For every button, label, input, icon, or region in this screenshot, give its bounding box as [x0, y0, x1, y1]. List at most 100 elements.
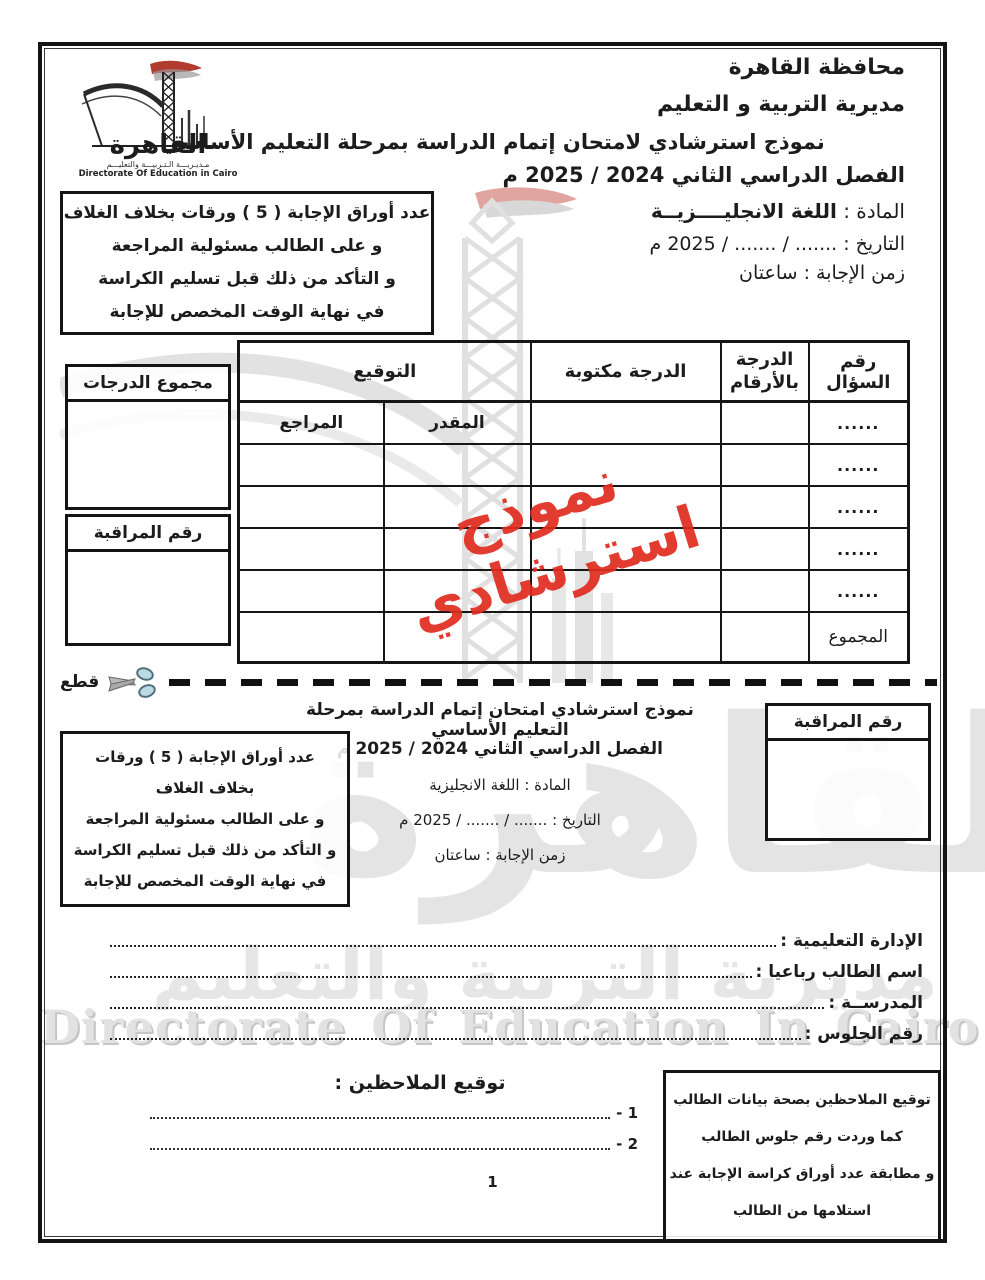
question-number-cell: ...... [807, 443, 910, 487]
watermark-directorate-en: Directorate Of Education In Cairo [40, 1000, 980, 1054]
dotted-fill-line [110, 945, 777, 947]
scissors-icon [108, 667, 157, 698]
col-grade-numeric: الدرجة بالأرقام [719, 340, 810, 403]
question-number-cell: ...... [807, 400, 910, 445]
date-line-bottom: التاريخ : ....... / ....... / 2025 م [399, 811, 601, 829]
subject-line-bottom: المادة : اللغة الانجليزية [429, 776, 571, 794]
dashed-line [169, 678, 937, 686]
dotted-fill-line [150, 1148, 611, 1150]
dotted-fill-line [110, 1007, 825, 1009]
table-row: ...... [237, 443, 910, 487]
table-row: ...... [237, 569, 910, 613]
empty-cell [529, 569, 722, 613]
monitor-number-box-top: رقم المراقبة [65, 514, 231, 646]
total-grades-label: مجموع الدرجات [68, 367, 228, 402]
empty-cell [529, 611, 722, 664]
field-label: المدرســة : [828, 993, 923, 1013]
cairo-logo-icon [81, 60, 218, 147]
empty-cell [529, 400, 722, 445]
field-education-admin: الإدارة التعليمية : [110, 925, 923, 951]
term-line: الفصل الدراسي الثاني 2024 / 2025 م [502, 163, 905, 187]
field-school: المدرســة : [110, 987, 923, 1013]
field-label: اسم الطالب رباعيا : [755, 962, 923, 982]
subject-label: المادة : [836, 199, 905, 223]
logo-subtitle-ar: مـديـريـــة الـتـربيـــة والتعليـــم [106, 160, 210, 169]
empty-cell [382, 485, 532, 529]
empty-cell [237, 443, 385, 487]
instruction-line: و التأكد من ذلك قبل تسليم الكراسة [73, 840, 337, 859]
empty-cell [529, 485, 722, 529]
table-row: ...... المقدر المراجع [237, 400, 910, 445]
instruction-line: عدد أوراق الإجابة ( 5 ) ورقات بخلاف الغل… [95, 747, 315, 797]
subject-line: المادة : اللغة الانجليــــزيــة [651, 199, 905, 223]
exam-title-bottom: نموذج استرشادي امتحان إتمام الدراسة بمرح… [306, 700, 694, 740]
empty-cell [719, 569, 810, 613]
field-seat-number: رقم الجلوس : [110, 1018, 923, 1044]
logo-subtitle-en: Directorate Of Education in Cairo [78, 169, 238, 179]
instruction-line: و التأكد من ذلك قبل تسليم الكراسة [98, 269, 396, 289]
grades-table: رقم السؤال الدرجة بالأرقام الدرجة مكتوبة… [237, 340, 910, 664]
term-line-bottom: الفصل الدراسي الثاني 2024 / 2025 م [337, 739, 663, 759]
empty-cell [237, 527, 385, 571]
duration-line-bottom: زمن الإجابة : ساعتان [434, 846, 566, 864]
instructions-box-top: عدد أوراق الإجابة ( 5 ) ورقات بخلاف الغل… [60, 191, 434, 335]
empty-cell [719, 611, 810, 664]
exam-title: نموذج استرشادي لامتحان إتمام الدراسة بمر… [160, 130, 825, 154]
observer-signature-row: 1 - [150, 1100, 638, 1122]
observer-number: 1 - [616, 1104, 638, 1122]
reviewer-label: المراجع [237, 400, 385, 445]
empty-cell [382, 611, 532, 664]
logo-title: القاهرة [109, 130, 207, 160]
empty-cell [237, 569, 385, 613]
notice-line: و مطابقة عدد أوراق كراسة الإجابة عند [669, 1166, 935, 1182]
empty-cell [237, 485, 385, 529]
empty-cell [529, 443, 722, 487]
instruction-line: في نهاية الوقت المخصص للإجابة [83, 871, 327, 890]
directorate-title: مديرية التربية و التعليم [657, 92, 905, 117]
question-number-cell: ...... [807, 569, 910, 613]
notice-line: استلامها من الطالب [732, 1203, 872, 1219]
field-student-name: اسم الطالب رباعيا : [110, 956, 923, 982]
dotted-fill-line [110, 976, 752, 978]
table-row: ...... [237, 527, 910, 571]
observer-signature-row: 2 - [150, 1131, 638, 1153]
dotted-fill-line [150, 1117, 611, 1119]
empty-cell [382, 527, 532, 571]
col-grade-written: الدرجة مكتوبة [529, 340, 722, 403]
instruction-line: و على الطالب مسئولية المراجعة [111, 236, 383, 256]
notice-line: كما وردت رقم جلوس الطالب [701, 1129, 903, 1145]
total-row: المجموع [237, 611, 910, 664]
cairo-logo: القاهرة مـديـريـــة الـتـربيـــة والتعلي… [68, 58, 248, 179]
col-question-number: رقم السؤال [807, 340, 910, 403]
col-signature: التوقيع [237, 340, 532, 403]
monitor-number-box-bottom: رقم المراقبة [765, 703, 931, 841]
cut-label: قطع [60, 672, 100, 692]
notice-line: توقيع الملاحظين بصحة بيانات الطالب [673, 1092, 931, 1108]
subject-value: اللغة الانجليــــزيــة [650, 199, 837, 223]
observer-number: 2 - [616, 1135, 638, 1153]
instructions-box-bottom: عدد أوراق الإجابة ( 5 ) ورقات بخلاف الغل… [60, 731, 350, 907]
dotted-fill-line [110, 1038, 801, 1040]
empty-cell [719, 527, 810, 571]
page-number: 1 [487, 1173, 498, 1191]
empty-cell [719, 400, 810, 445]
instruction-line: عدد أوراق الإجابة ( 5 ) ورقات بخلاف الغل… [63, 203, 431, 223]
observers-notice-box: توقيع الملاحظين بصحة بيانات الطالب كما و… [663, 1070, 941, 1242]
empty-cell [237, 611, 385, 664]
empty-cell [719, 485, 810, 529]
total-label: المجموع [807, 611, 910, 664]
empty-cell [382, 569, 532, 613]
watermark-directorate-ar: مديرية التربية والتعليم [151, 938, 938, 1010]
question-number-cell: ...... [807, 485, 910, 529]
empty-cell [719, 443, 810, 487]
observers-signature-title: توقيع الملاحظين : [334, 1072, 506, 1094]
date-line: التاريخ : ....... / ....... / 2025 م [649, 233, 906, 255]
field-label: الإدارة التعليمية : [780, 931, 923, 951]
cut-line: قطع [60, 666, 937, 698]
table-row: ...... [237, 485, 910, 529]
governorate-title: محافظة القاهرة [728, 55, 905, 80]
monitor-number-label: رقم المراقبة [768, 706, 928, 741]
estimator-label: المقدر [382, 400, 532, 445]
empty-cell [382, 443, 532, 487]
